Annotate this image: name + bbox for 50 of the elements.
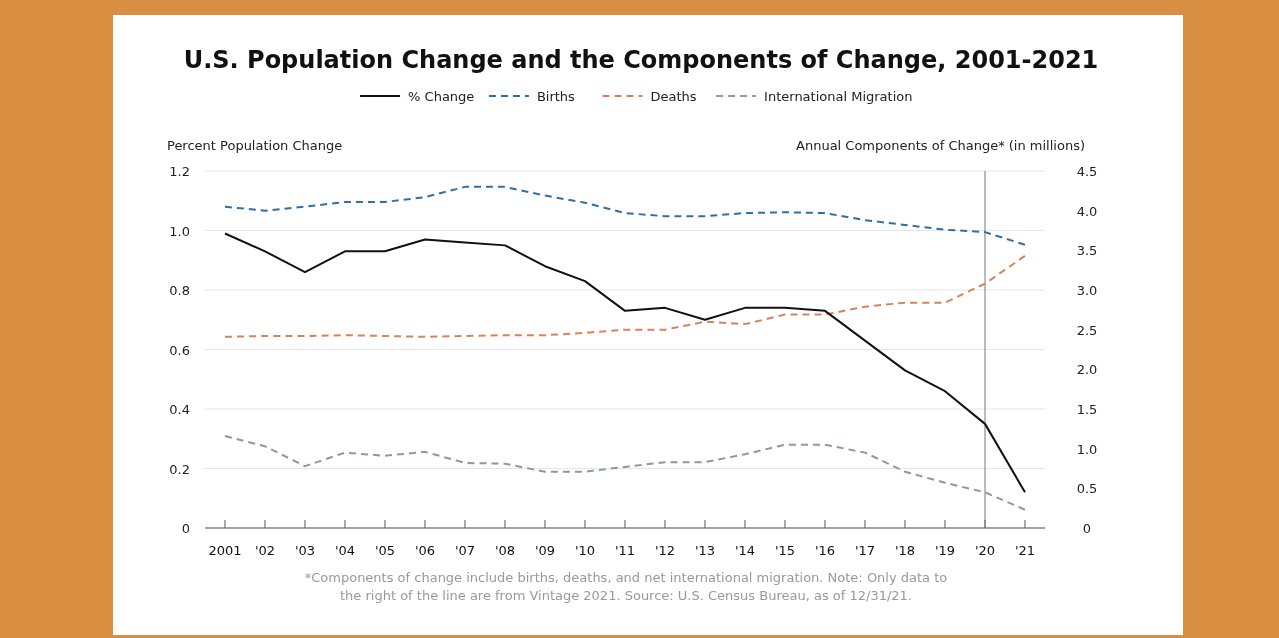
x-tick-label: '08 — [494, 543, 516, 558]
y2-tick-label: 0 — [1082, 521, 1092, 536]
y-tick-label: 1.0 — [169, 223, 190, 239]
y2-tick-label: 2.0 — [1076, 362, 1098, 378]
x-tick-label: '14 — [734, 543, 756, 558]
legend-label: International Migration — [764, 89, 913, 104]
line-series — [224, 185, 1026, 246]
y2-axis-title: Annual Components of Change* (in millions) — [796, 138, 1085, 153]
y-axis-title: Percent Population Change — [167, 138, 343, 153]
x-tick-label: '16 — [814, 543, 836, 558]
x-tick-label: '13 — [694, 543, 716, 558]
y-tick-label: 0.4 — [169, 402, 190, 417]
x-tick-label: '06 — [414, 543, 436, 558]
x-tick-label: '17 — [854, 543, 876, 558]
y-tick-label: 0 — [181, 521, 190, 536]
y-tick-label: 0.2 — [169, 461, 190, 477]
line-series — [224, 254, 1026, 338]
y2-tick-label: 0.5 — [1076, 481, 1098, 497]
x-tick-label: '04 — [334, 543, 356, 558]
y2-tick-label: 1.5 — [1076, 402, 1098, 417]
x-tick-label: '07 — [454, 543, 476, 558]
x-tick-label: '15 — [774, 543, 796, 558]
x-tick-label: '05 — [374, 543, 396, 558]
x-tick-label: '10 — [574, 543, 596, 558]
legend-label: Deaths — [650, 89, 697, 104]
line-series — [224, 232, 1026, 494]
x-tick-label: '11 — [614, 543, 636, 558]
y-tick-label: 1.2 — [169, 164, 190, 179]
chart-title: U.S. Population Change and the Components of Change, 2001-2021 — [183, 46, 1099, 74]
y2-tick-label: 1.0 — [1076, 441, 1098, 457]
x-tick-label: 2001 — [208, 543, 242, 558]
line-series — [224, 434, 1026, 511]
x-tick-label: '03 — [294, 543, 316, 558]
text: *Components of change include births, deaths, and net international migration. Note: Only data to the right of the line are from Vintage 2021. Source: U.S. Census Bureau, as of 12/31/21. — [304, 570, 948, 603]
y2-tick-label: 2.5 — [1076, 322, 1098, 338]
y2-tick-label: 3.5 — [1076, 243, 1098, 259]
y2-tick-label: 4.0 — [1076, 203, 1098, 219]
x-tick-label: '21 — [1014, 543, 1036, 558]
y2-tick-label: 4.5 — [1076, 164, 1098, 179]
x-tick-label: '09 — [534, 543, 556, 558]
x-tick-label: '20 — [974, 543, 996, 558]
legend-label: % Change — [408, 89, 475, 104]
x-tick-label: '12 — [654, 543, 676, 558]
legend-label: Births — [536, 89, 576, 104]
y-tick-label: 0.6 — [169, 342, 190, 358]
x-tick-label: '02 — [254, 543, 276, 558]
x-tick-label: '19 — [934, 543, 956, 558]
x-tick-label: '18 — [894, 543, 916, 558]
y-tick-label: 0.8 — [169, 283, 190, 298]
y2-tick-label: 3.0 — [1076, 283, 1098, 298]
